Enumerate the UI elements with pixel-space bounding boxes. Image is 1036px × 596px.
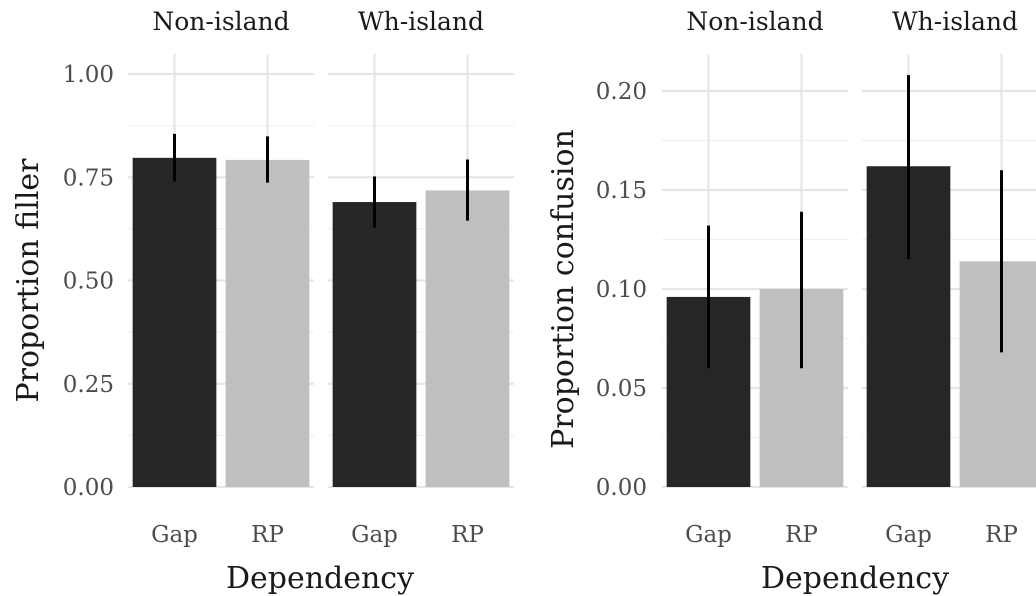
facet-panel: Gap RP Wh-island: [862, 7, 1036, 548]
x-tick-label: RP: [985, 522, 1018, 548]
x-tick-label: RP: [451, 522, 484, 548]
bar-rp: [425, 190, 510, 487]
x-tick-label: Gap: [685, 522, 732, 548]
y-tick-label: 0.00: [63, 475, 114, 501]
bar-gap: [332, 202, 417, 487]
x-tick-label: Gap: [351, 522, 398, 548]
x-tick-label: Gap: [151, 522, 198, 548]
x-tick-label: RP: [251, 522, 284, 548]
facet-panel: Gap RP Non-island: [662, 7, 848, 548]
facet-strip-label: Non-island: [686, 7, 823, 36]
chart-filler: Gap RP Non-island Gap RP Wh-island 0.00 0.25 0.5…: [11, 7, 514, 596]
y-tick-label: 0.20: [596, 79, 647, 105]
facet-strip-label: Wh-island: [892, 7, 1018, 36]
y-tick-label: 0.15: [596, 178, 647, 204]
x-tick-label: RP: [785, 522, 818, 548]
y-tick-label: 0.10: [596, 277, 647, 303]
y-tick-label: 0.50: [63, 269, 114, 295]
chart-confusion: Gap RP Non-island Gap RP Wh-island 0.00 0.05 0.1…: [546, 7, 1036, 596]
y-tick-label: 0.05: [596, 376, 647, 402]
facet-strip-label: Wh-island: [358, 7, 484, 36]
bar-rp: [225, 159, 310, 488]
bar-rp: [959, 261, 1036, 487]
facet-strip-label: Non-island: [152, 7, 289, 36]
y-tick-label: 0.00: [596, 475, 647, 501]
y-tick-label: 0.25: [63, 372, 114, 398]
facet-panel: Gap RP Wh-island: [328, 7, 514, 548]
x-axis-title: Dependency: [226, 561, 414, 596]
x-axis-title: Dependency: [761, 561, 949, 596]
bar-gap: [132, 157, 217, 488]
y-axis-title: Proportion filler: [11, 158, 46, 403]
y-tick-label: 1.00: [63, 62, 114, 88]
facet-panel: Gap RP Non-island: [128, 7, 314, 548]
y-axis-title: Proportion confusion: [546, 129, 581, 449]
y-tick-label: 0.75: [63, 165, 114, 191]
x-tick-label: Gap: [885, 522, 932, 548]
